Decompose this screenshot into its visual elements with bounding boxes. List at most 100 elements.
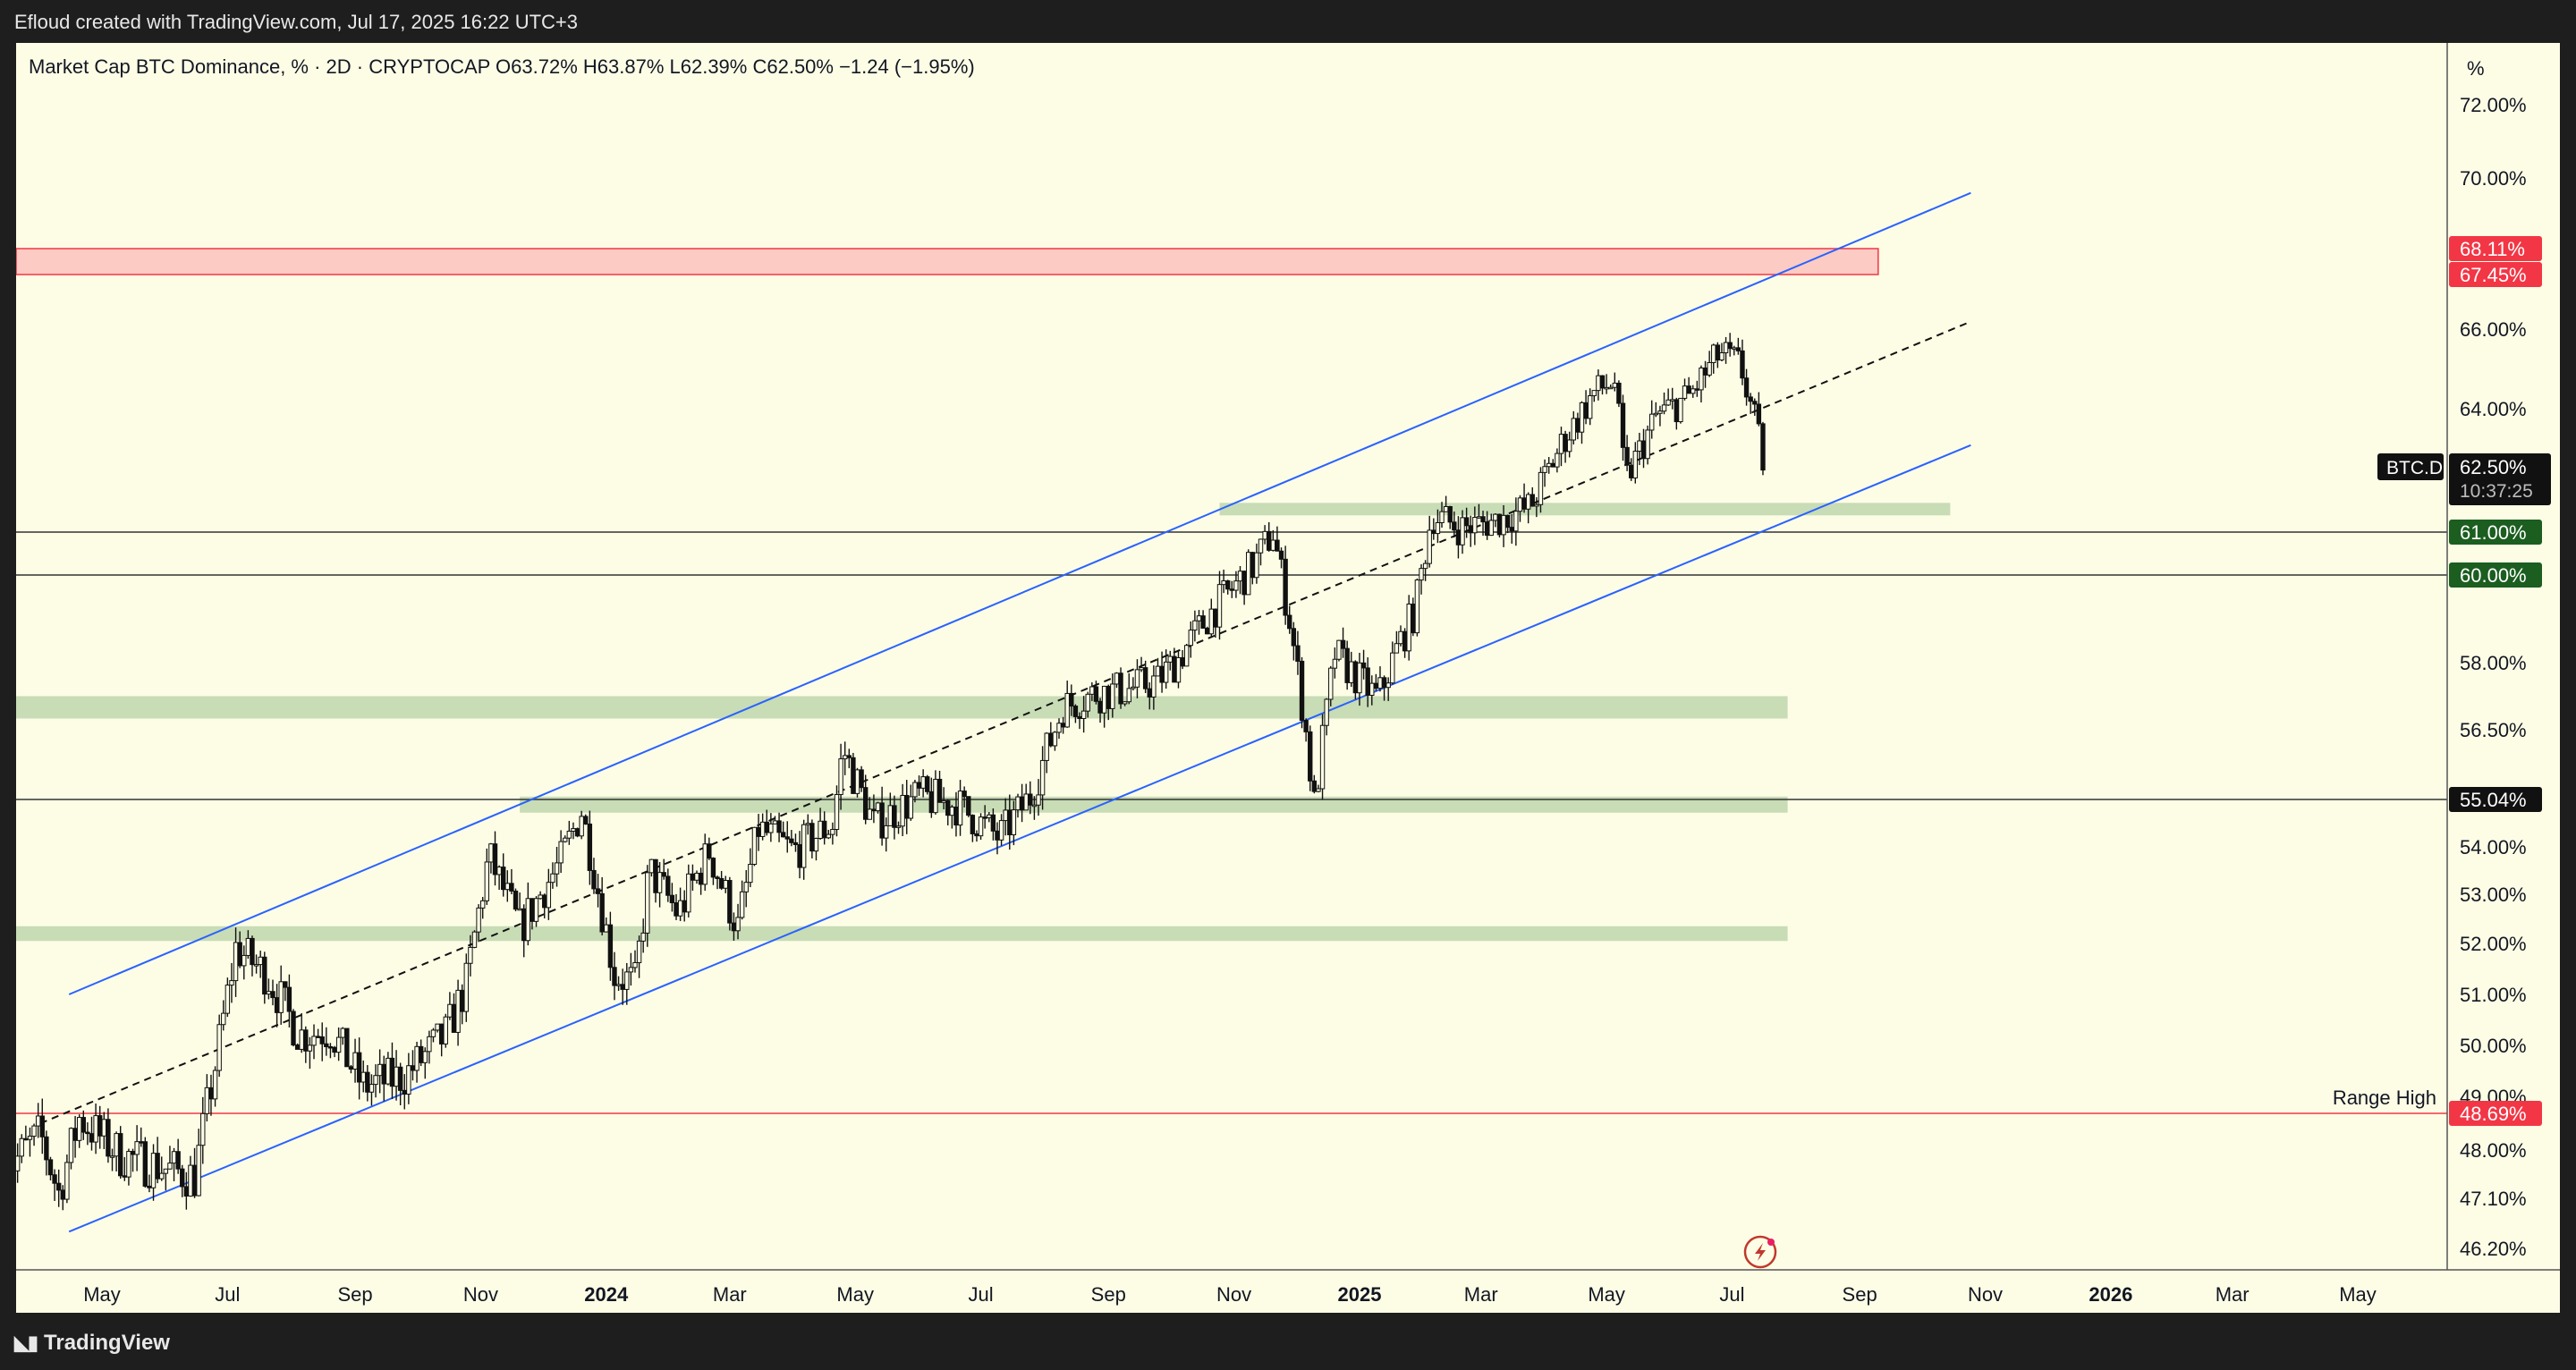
candle-body-267 <box>1101 685 1107 714</box>
candle-body-231 <box>953 806 959 826</box>
candle-body-24 <box>101 1119 107 1137</box>
candle-body-380 <box>1566 439 1572 452</box>
candle-body-188 <box>776 820 782 833</box>
candle-body-30 <box>126 1151 131 1178</box>
candle-body-330 <box>1360 662 1367 669</box>
current-symbol-label: BTC.D <box>2386 458 2443 478</box>
candles-group <box>16 333 1766 1211</box>
candle-body-327 <box>1349 661 1354 683</box>
candle-body-319 <box>1316 788 1321 792</box>
y-tick-label: 66.00% <box>2460 318 2527 341</box>
candle-body-124 <box>513 890 519 910</box>
candle-body-344 <box>1419 568 1424 581</box>
candle-body-383 <box>1579 402 1585 433</box>
candle-body-245 <box>1011 809 1017 836</box>
candle-body-237 <box>978 816 984 837</box>
candle-body-144 <box>595 888 601 894</box>
candle-body-59 <box>245 937 251 956</box>
candle-body-302 <box>1246 552 1251 596</box>
candle-body-212 <box>875 802 881 812</box>
candle-body-225 <box>928 791 935 814</box>
candle-body-95 <box>394 1066 399 1087</box>
candle-body-257 <box>1060 723 1066 728</box>
candle-body-305 <box>1258 538 1264 554</box>
candle-body-224 <box>925 776 930 792</box>
candle-body-426 <box>1756 403 1762 425</box>
candle-body-131 <box>542 894 547 909</box>
candle-body-403 <box>1661 404 1667 412</box>
candle-body-120 <box>496 867 502 875</box>
candle-body-65 <box>270 991 275 999</box>
y-tick-label: 53.00% <box>2460 884 2527 906</box>
price-label-text: 61.00% <box>2460 521 2527 544</box>
candle-body-40 <box>167 1163 173 1170</box>
candle-body-395 <box>1629 464 1634 478</box>
candle-body-96 <box>397 1066 403 1091</box>
channel-lower-line <box>68 444 1971 1233</box>
candle-body-70 <box>291 1011 296 1046</box>
candle-body-31 <box>130 1151 136 1155</box>
candle-body-400 <box>1649 413 1655 431</box>
candle-body-156 <box>645 872 650 934</box>
candle-body-393 <box>1620 402 1626 448</box>
candle-body-162 <box>669 894 675 904</box>
candle-body-370 <box>1525 494 1531 510</box>
candle-body-27 <box>114 1133 119 1157</box>
candle-body-158 <box>653 858 658 893</box>
candle-body-389 <box>1604 386 1609 390</box>
y-tick-label: 70.00% <box>2460 167 2527 190</box>
candle-body-169 <box>698 872 704 885</box>
x-tick-label: Jul <box>969 1283 994 1306</box>
symbol-legend: Market Cap BTC Dominance, % · 2D · CRYPT… <box>29 55 975 78</box>
x-tick-label: May <box>1588 1283 1625 1306</box>
candle-body-360 <box>1484 521 1490 537</box>
candle-body-313 <box>1291 628 1297 647</box>
candle-body-199 <box>821 820 827 839</box>
candle-body-423 <box>1743 377 1750 398</box>
candle-body-206 <box>851 757 856 794</box>
candle-body-22 <box>93 1115 98 1143</box>
candle-body-243 <box>1003 809 1008 822</box>
candle-body-182 <box>751 826 758 866</box>
candle-body-99 <box>410 1065 416 1071</box>
candle-body-259 <box>1069 692 1074 707</box>
chart-panel[interactable]: Range High% 72.00% 70.00% 66.00% 64.00% 58.00… <box>16 43 2560 1313</box>
candle-body-54 <box>225 985 231 1014</box>
candle-body-377 <box>1555 452 1560 468</box>
candle-body-63 <box>262 956 267 995</box>
candle-body-111 <box>459 989 465 1012</box>
candle-body-117 <box>484 861 490 901</box>
candle-body-210 <box>867 808 873 820</box>
candle-body-323 <box>1332 658 1338 669</box>
price-label-badge <box>2449 236 2542 261</box>
candle-body-216 <box>892 805 897 828</box>
candle-body-254 <box>1048 732 1054 747</box>
candle-body-176 <box>727 880 733 924</box>
candle-body-35 <box>147 1185 152 1188</box>
candle-body-331 <box>1365 667 1370 697</box>
candle-body-379 <box>1563 434 1568 452</box>
channel-midline <box>39 320 1971 1125</box>
candle-body-23 <box>97 1115 103 1137</box>
candle-body-342 <box>1411 603 1416 634</box>
candle-body-255 <box>1052 732 1058 747</box>
candle-body-67 <box>278 981 284 1013</box>
candle-body-200 <box>826 833 831 839</box>
candle-body-263 <box>1085 693 1090 712</box>
price-chart[interactable]: Range High% 72.00% 70.00% 66.00% 64.00% 58.00… <box>16 43 2560 1313</box>
candle-body-309 <box>1275 539 1280 552</box>
candle-body-113 <box>468 946 473 964</box>
candle-body-271 <box>1118 672 1123 705</box>
candle-body-193 <box>797 844 802 868</box>
candle-body-227 <box>936 778 943 803</box>
price-label-text: 68.11% <box>2460 238 2525 260</box>
x-tick-label: Jul <box>215 1283 240 1306</box>
candle-body-262 <box>1080 710 1087 719</box>
tradingview-logo[interactable]: ◣▮ TradingView <box>14 1331 170 1356</box>
candle-body-112 <box>463 962 469 1012</box>
candle-body-318 <box>1311 780 1318 792</box>
candle-body-97 <box>402 1089 407 1095</box>
candle-body-167 <box>690 873 696 881</box>
candle-body-315 <box>1299 660 1305 721</box>
candle-body-273 <box>1126 688 1131 703</box>
